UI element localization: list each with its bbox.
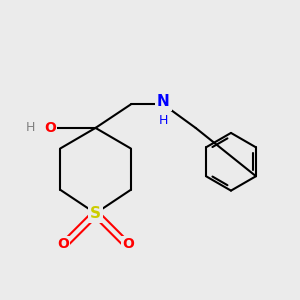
Text: H: H	[26, 122, 35, 134]
Text: O: O	[57, 237, 69, 251]
Text: O: O	[44, 121, 56, 135]
Text: H: H	[159, 114, 168, 127]
Text: S: S	[90, 206, 101, 221]
Text: N: N	[157, 94, 169, 109]
Text: O: O	[122, 237, 134, 251]
